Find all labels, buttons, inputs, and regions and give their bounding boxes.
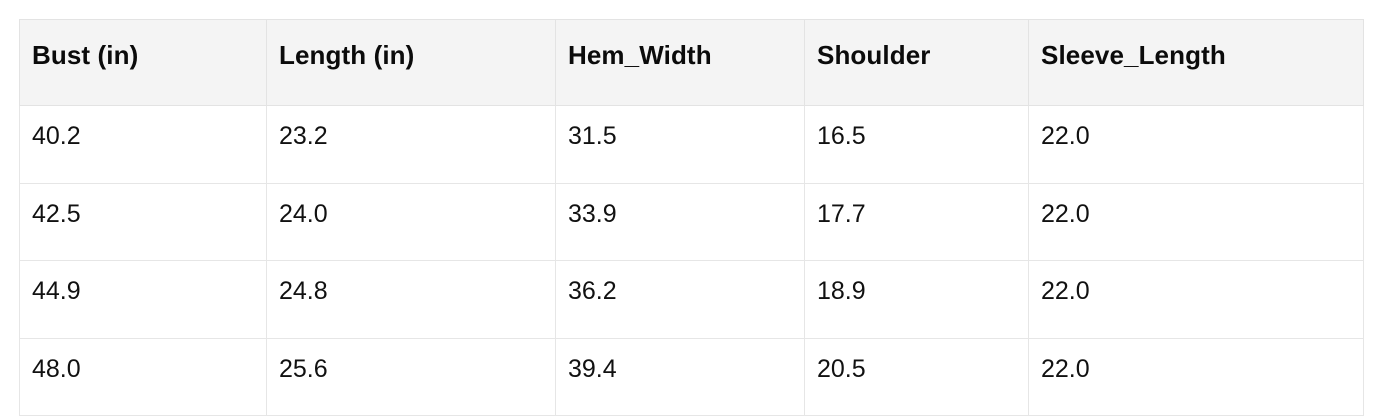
cell-length: 24.0 xyxy=(266,182,556,262)
cell-sleeve-length: 22.0 xyxy=(1028,182,1364,262)
measurements-table: Bust (in) Length (in) Hem_Width Shoulder… xyxy=(19,18,1364,416)
column-header-length: Length (in) xyxy=(266,18,556,107)
column-header-shoulder: Shoulder xyxy=(804,18,1029,107)
table-header-row: Bust (in) Length (in) Hem_Width Shoulder… xyxy=(19,18,1364,107)
table-header: Bust (in) Length (in) Hem_Width Shoulder… xyxy=(19,18,1364,107)
column-header-sleeve-length: Sleeve_Length xyxy=(1028,18,1364,107)
cell-hem-width: 31.5 xyxy=(555,105,805,184)
cell-bust: 42.5 xyxy=(19,182,267,262)
cell-hem-width: 33.9 xyxy=(555,182,805,262)
cell-bust: 40.2 xyxy=(19,105,267,184)
cell-sleeve-length: 22.0 xyxy=(1028,337,1364,416)
column-header-hem-width: Hem_Width xyxy=(555,18,805,107)
cell-shoulder: 18.9 xyxy=(804,260,1029,339)
table-row: 48.0 25.6 39.4 20.5 22.0 xyxy=(19,337,1364,416)
cell-shoulder: 17.7 xyxy=(804,182,1029,262)
table-row: 42.5 24.0 33.9 17.7 22.0 xyxy=(19,182,1364,262)
cell-sleeve-length: 22.0 xyxy=(1028,105,1364,184)
table-row: 44.9 24.8 36.2 18.9 22.0 xyxy=(19,260,1364,339)
table-body: 40.2 23.2 31.5 16.5 22.0 42.5 24.0 33.9 … xyxy=(19,105,1364,416)
cell-sleeve-length: 22.0 xyxy=(1028,260,1364,339)
cell-hem-width: 36.2 xyxy=(555,260,805,339)
cell-length: 23.2 xyxy=(266,105,556,184)
cell-length: 24.8 xyxy=(266,260,556,339)
column-header-bust: Bust (in) xyxy=(19,18,267,107)
cell-hem-width: 39.4 xyxy=(555,337,805,416)
cell-shoulder: 20.5 xyxy=(804,337,1029,416)
cell-length: 25.6 xyxy=(266,337,556,416)
table-row: 40.2 23.2 31.5 16.5 22.0 xyxy=(19,105,1364,184)
cell-bust: 44.9 xyxy=(19,260,267,339)
cell-bust: 48.0 xyxy=(19,337,267,416)
cell-shoulder: 16.5 xyxy=(804,105,1029,184)
